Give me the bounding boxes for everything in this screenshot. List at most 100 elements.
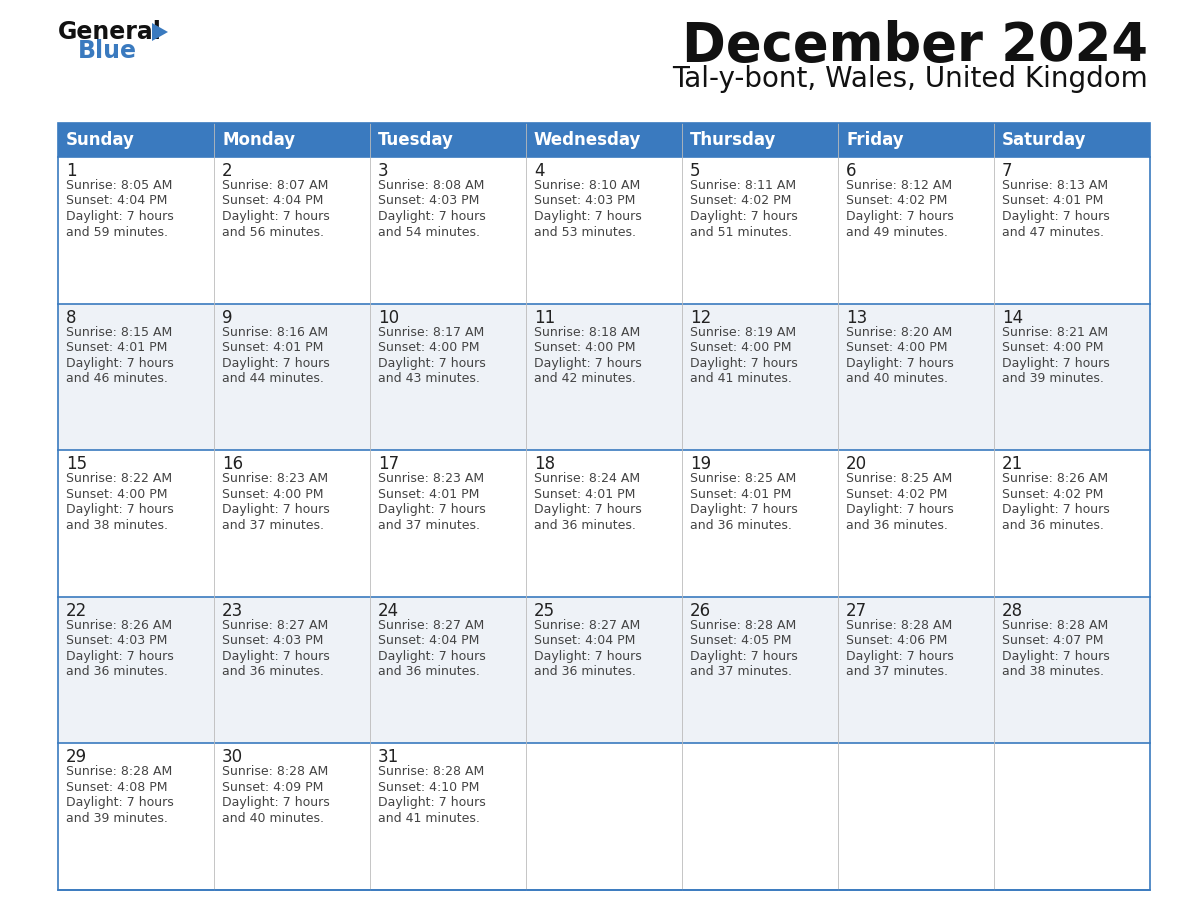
Text: and 37 minutes.: and 37 minutes. xyxy=(690,666,792,678)
Text: 25: 25 xyxy=(533,602,555,620)
Text: Daylight: 7 hours: Daylight: 7 hours xyxy=(533,503,642,516)
Text: Sunset: 4:10 PM: Sunset: 4:10 PM xyxy=(378,781,480,794)
Text: and 46 minutes.: and 46 minutes. xyxy=(67,372,168,385)
Text: Sunset: 4:02 PM: Sunset: 4:02 PM xyxy=(846,195,947,207)
Text: 15: 15 xyxy=(67,455,87,473)
Text: Sunrise: 8:16 AM: Sunrise: 8:16 AM xyxy=(222,326,328,339)
Text: and 36 minutes.: and 36 minutes. xyxy=(67,666,168,678)
Text: 28: 28 xyxy=(1001,602,1023,620)
Text: Sunrise: 8:28 AM: Sunrise: 8:28 AM xyxy=(1001,619,1108,632)
Text: and 47 minutes.: and 47 minutes. xyxy=(1001,226,1104,239)
Text: Sunset: 4:02 PM: Sunset: 4:02 PM xyxy=(846,487,947,500)
Text: and 51 minutes.: and 51 minutes. xyxy=(690,226,792,239)
Text: Sunset: 4:04 PM: Sunset: 4:04 PM xyxy=(378,634,480,647)
Text: Sunrise: 8:25 AM: Sunrise: 8:25 AM xyxy=(690,472,796,486)
Text: and 36 minutes.: and 36 minutes. xyxy=(533,666,636,678)
Text: and 39 minutes.: and 39 minutes. xyxy=(67,812,168,825)
Text: Daylight: 7 hours: Daylight: 7 hours xyxy=(67,210,173,223)
Text: Sunrise: 8:07 AM: Sunrise: 8:07 AM xyxy=(222,179,328,192)
Text: Sunrise: 8:10 AM: Sunrise: 8:10 AM xyxy=(533,179,640,192)
Text: 31: 31 xyxy=(378,748,399,767)
Text: Daylight: 7 hours: Daylight: 7 hours xyxy=(222,210,330,223)
Text: Sunrise: 8:23 AM: Sunrise: 8:23 AM xyxy=(378,472,485,486)
Text: Daylight: 7 hours: Daylight: 7 hours xyxy=(378,650,486,663)
Bar xyxy=(58,304,1150,450)
Text: Daylight: 7 hours: Daylight: 7 hours xyxy=(1001,650,1110,663)
Text: 17: 17 xyxy=(378,455,399,473)
Text: Sunset: 4:00 PM: Sunset: 4:00 PM xyxy=(846,341,948,354)
Text: Sunset: 4:05 PM: Sunset: 4:05 PM xyxy=(690,634,791,647)
Text: Sunset: 4:03 PM: Sunset: 4:03 PM xyxy=(533,195,636,207)
Text: 21: 21 xyxy=(1001,455,1023,473)
Text: Sunrise: 8:12 AM: Sunrise: 8:12 AM xyxy=(846,179,952,192)
Text: Sunset: 4:03 PM: Sunset: 4:03 PM xyxy=(67,634,168,647)
Text: and 37 minutes.: and 37 minutes. xyxy=(846,666,948,678)
Text: Sunrise: 8:05 AM: Sunrise: 8:05 AM xyxy=(67,179,172,192)
Text: Sunrise: 8:28 AM: Sunrise: 8:28 AM xyxy=(67,766,172,778)
Text: 16: 16 xyxy=(222,455,244,473)
Text: and 40 minutes.: and 40 minutes. xyxy=(222,812,324,825)
Text: and 36 minutes.: and 36 minutes. xyxy=(846,519,948,532)
Text: Sunset: 4:00 PM: Sunset: 4:00 PM xyxy=(690,341,791,354)
Text: 13: 13 xyxy=(846,308,867,327)
Text: Sunrise: 8:28 AM: Sunrise: 8:28 AM xyxy=(690,619,796,632)
Text: Sunset: 4:03 PM: Sunset: 4:03 PM xyxy=(378,195,480,207)
Bar xyxy=(58,123,1150,890)
Text: 27: 27 xyxy=(846,602,867,620)
Text: Sunrise: 8:17 AM: Sunrise: 8:17 AM xyxy=(378,326,485,339)
Text: and 36 minutes.: and 36 minutes. xyxy=(533,519,636,532)
Text: 24: 24 xyxy=(378,602,399,620)
Text: Sunrise: 8:20 AM: Sunrise: 8:20 AM xyxy=(846,326,953,339)
Text: Daylight: 7 hours: Daylight: 7 hours xyxy=(1001,503,1110,516)
Text: and 49 minutes.: and 49 minutes. xyxy=(846,226,948,239)
Text: Wednesday: Wednesday xyxy=(533,131,642,149)
Text: Sunset: 4:04 PM: Sunset: 4:04 PM xyxy=(222,195,323,207)
Text: Sunset: 4:00 PM: Sunset: 4:00 PM xyxy=(222,487,323,500)
Bar xyxy=(58,157,1150,304)
Text: Sunrise: 8:28 AM: Sunrise: 8:28 AM xyxy=(846,619,953,632)
Text: Sunset: 4:00 PM: Sunset: 4:00 PM xyxy=(67,487,168,500)
Text: Sunrise: 8:25 AM: Sunrise: 8:25 AM xyxy=(846,472,953,486)
Text: Daylight: 7 hours: Daylight: 7 hours xyxy=(222,356,330,370)
Text: Sunrise: 8:28 AM: Sunrise: 8:28 AM xyxy=(222,766,328,778)
Bar xyxy=(58,744,1150,890)
Text: and 41 minutes.: and 41 minutes. xyxy=(690,372,792,385)
Text: 14: 14 xyxy=(1001,308,1023,327)
Text: Sunset: 4:01 PM: Sunset: 4:01 PM xyxy=(67,341,168,354)
Text: 10: 10 xyxy=(378,308,399,327)
Text: Sunset: 4:00 PM: Sunset: 4:00 PM xyxy=(1001,341,1104,354)
Text: Daylight: 7 hours: Daylight: 7 hours xyxy=(378,797,486,810)
Text: Monday: Monday xyxy=(222,131,295,149)
Text: Daylight: 7 hours: Daylight: 7 hours xyxy=(690,210,798,223)
Text: Sunset: 4:04 PM: Sunset: 4:04 PM xyxy=(67,195,168,207)
Text: Sunset: 4:07 PM: Sunset: 4:07 PM xyxy=(1001,634,1104,647)
Text: 1: 1 xyxy=(67,162,76,180)
Text: 6: 6 xyxy=(846,162,857,180)
Text: and 44 minutes.: and 44 minutes. xyxy=(222,372,324,385)
Text: and 36 minutes.: and 36 minutes. xyxy=(222,666,324,678)
Text: Daylight: 7 hours: Daylight: 7 hours xyxy=(846,210,954,223)
Text: Sunset: 4:09 PM: Sunset: 4:09 PM xyxy=(222,781,323,794)
Text: 23: 23 xyxy=(222,602,244,620)
Bar xyxy=(58,450,1150,597)
Text: Sunrise: 8:23 AM: Sunrise: 8:23 AM xyxy=(222,472,328,486)
Text: Blue: Blue xyxy=(78,39,137,63)
Text: 11: 11 xyxy=(533,308,555,327)
Text: Daylight: 7 hours: Daylight: 7 hours xyxy=(378,503,486,516)
Text: Sunset: 4:00 PM: Sunset: 4:00 PM xyxy=(378,341,480,354)
Text: Daylight: 7 hours: Daylight: 7 hours xyxy=(67,797,173,810)
Text: Sunrise: 8:27 AM: Sunrise: 8:27 AM xyxy=(378,619,485,632)
Text: Friday: Friday xyxy=(846,131,904,149)
Text: Sunrise: 8:24 AM: Sunrise: 8:24 AM xyxy=(533,472,640,486)
Text: Daylight: 7 hours: Daylight: 7 hours xyxy=(1001,210,1110,223)
Text: Sunrise: 8:26 AM: Sunrise: 8:26 AM xyxy=(67,619,172,632)
Text: General: General xyxy=(58,20,162,44)
Text: Daylight: 7 hours: Daylight: 7 hours xyxy=(690,650,798,663)
Text: and 41 minutes.: and 41 minutes. xyxy=(378,812,480,825)
Text: Daylight: 7 hours: Daylight: 7 hours xyxy=(67,503,173,516)
Text: 4: 4 xyxy=(533,162,544,180)
Text: Daylight: 7 hours: Daylight: 7 hours xyxy=(846,650,954,663)
Text: Daylight: 7 hours: Daylight: 7 hours xyxy=(222,503,330,516)
Text: Sunset: 4:01 PM: Sunset: 4:01 PM xyxy=(533,487,636,500)
Text: Sunrise: 8:19 AM: Sunrise: 8:19 AM xyxy=(690,326,796,339)
